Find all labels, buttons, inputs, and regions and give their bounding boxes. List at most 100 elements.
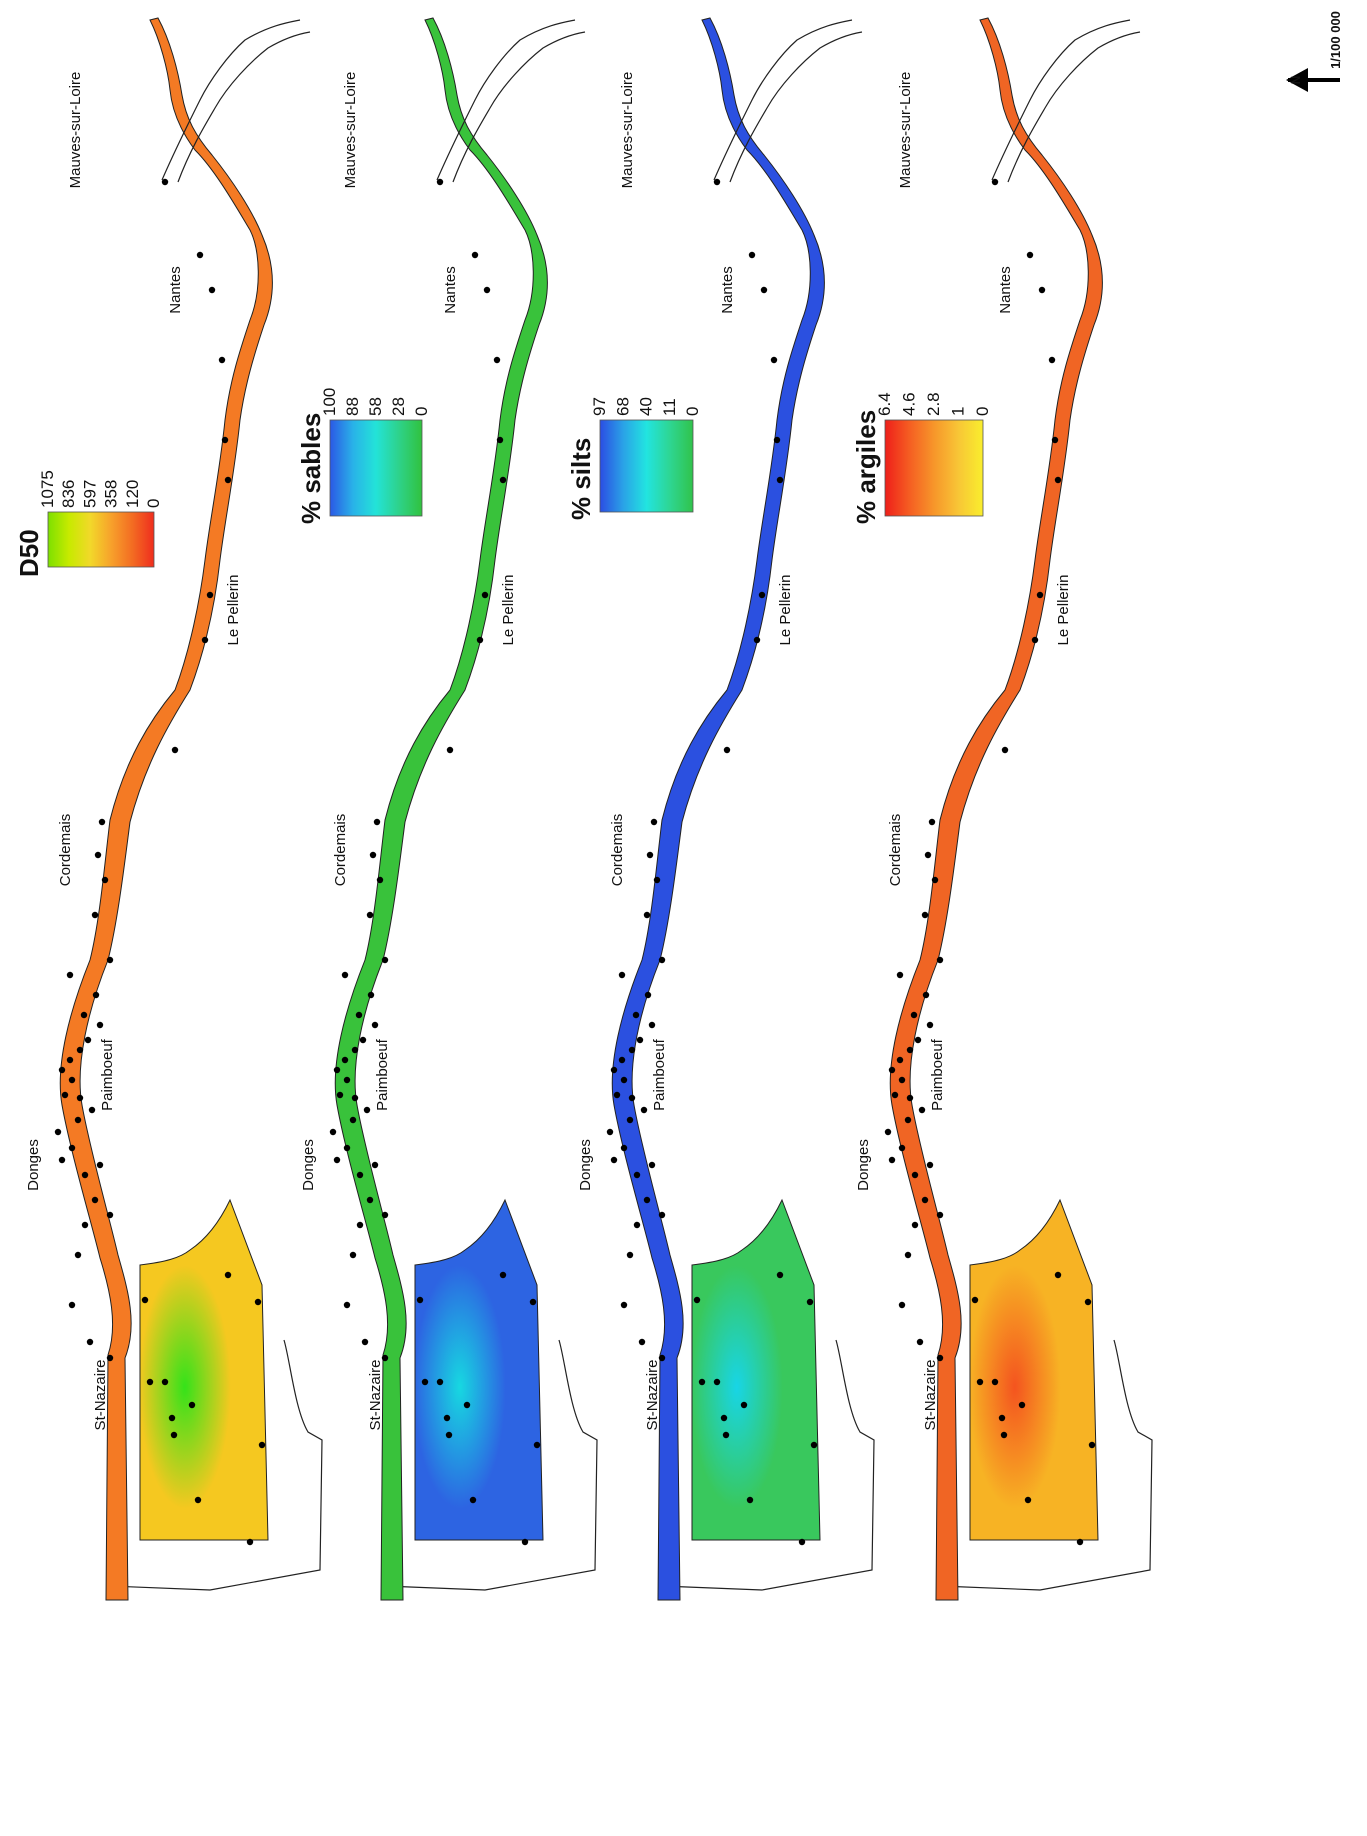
sample-point xyxy=(101,876,109,884)
sample-point xyxy=(1038,286,1046,294)
sample-point xyxy=(376,876,384,884)
sample-point xyxy=(194,1496,202,1504)
sample-point xyxy=(643,911,651,919)
sample-point xyxy=(888,1066,896,1074)
sample-point xyxy=(924,851,932,859)
legend-tick: 100 xyxy=(320,388,339,416)
sample-point xyxy=(369,851,377,859)
sample-point xyxy=(648,1161,656,1169)
coastline xyxy=(109,1339,323,1591)
sample-point xyxy=(91,911,99,919)
sample-point xyxy=(349,1116,357,1124)
sample-point xyxy=(373,818,381,826)
sample-point xyxy=(68,1301,76,1309)
legend-color-bar xyxy=(47,511,155,568)
sample-point xyxy=(329,1128,337,1136)
place-label: St-Nazaire xyxy=(367,1360,384,1431)
sample-point xyxy=(626,1116,634,1124)
place-label: Cordemais xyxy=(57,814,74,887)
sample-point xyxy=(1001,746,1009,754)
sample-point xyxy=(188,1401,196,1409)
sample-point xyxy=(86,1338,94,1346)
sample-point xyxy=(753,636,761,644)
sample-point xyxy=(74,1116,82,1124)
sample-point xyxy=(638,1338,646,1346)
place-label: St-Nazaire xyxy=(92,1360,109,1431)
sample-point xyxy=(363,1106,371,1114)
legend-color-bar xyxy=(599,419,694,513)
sample-point xyxy=(76,1094,84,1102)
sample-point xyxy=(620,1076,628,1084)
sample-point xyxy=(366,911,374,919)
sample-point xyxy=(381,1211,389,1219)
sample-point xyxy=(644,991,652,999)
sample-point xyxy=(361,1338,369,1346)
place-label: Mauves-sur-Loire xyxy=(67,72,84,189)
sample-point xyxy=(381,1354,389,1362)
place-label: St-Nazaire xyxy=(644,1360,661,1431)
upstream-outline xyxy=(729,31,863,183)
place-label: Le Pellerin xyxy=(500,575,517,646)
sample-point xyxy=(58,1066,66,1074)
sample-point xyxy=(976,1378,984,1386)
sample-point xyxy=(991,178,999,186)
legend-tick: 4.6 xyxy=(900,392,919,416)
sample-point xyxy=(618,971,626,979)
sample-point xyxy=(1088,1441,1096,1449)
sample-point xyxy=(906,1094,914,1102)
sample-point xyxy=(648,1021,656,1029)
sample-point xyxy=(1051,436,1059,444)
sample-point xyxy=(224,476,232,484)
sample-point xyxy=(106,1211,114,1219)
sample-point xyxy=(713,178,721,186)
sample-point xyxy=(723,746,731,754)
sample-point xyxy=(971,1296,979,1304)
sample-point xyxy=(760,286,768,294)
legend-tick: 0 xyxy=(683,407,702,416)
sample-point xyxy=(911,1221,919,1229)
sample-point xyxy=(916,1338,924,1346)
sample-point xyxy=(936,1354,944,1362)
sample-point xyxy=(349,1251,357,1259)
legend-tick: 28 xyxy=(389,397,408,416)
sample-point xyxy=(54,1128,62,1136)
sample-point xyxy=(416,1296,424,1304)
sample-point xyxy=(698,1378,706,1386)
sample-point xyxy=(606,1128,614,1136)
sample-point xyxy=(343,1301,351,1309)
sample-point xyxy=(246,1538,254,1546)
estuary-channel xyxy=(334,17,548,1601)
place-label: Donges xyxy=(577,1139,594,1191)
bay-area xyxy=(139,1198,269,1541)
sample-point xyxy=(906,1046,914,1054)
sample-point xyxy=(914,1036,922,1044)
legend-tick: 0 xyxy=(144,499,163,508)
sample-point xyxy=(740,1401,748,1409)
sample-point xyxy=(351,1046,359,1054)
sample-point xyxy=(445,1431,453,1439)
sample-point xyxy=(1054,476,1062,484)
sample-point xyxy=(998,1414,1006,1422)
sample-point xyxy=(896,1056,904,1064)
sample-point xyxy=(646,851,654,859)
sample-point xyxy=(366,1196,374,1204)
estuary-channel xyxy=(59,17,273,1601)
sample-point xyxy=(84,1036,92,1044)
map-panel-argiles: St-Nazaire Donges Paimboeuf Cordemais Le Pel… xyxy=(855,17,1153,1601)
upstream-outline xyxy=(436,19,576,181)
sample-point xyxy=(359,1036,367,1044)
place-label: Le Pellerin xyxy=(777,575,794,646)
sample-point xyxy=(471,251,479,259)
sample-point xyxy=(613,1091,621,1099)
sample-point xyxy=(343,1144,351,1152)
place-label: Nantes xyxy=(997,266,1014,314)
sample-point xyxy=(898,1301,906,1309)
sample-point xyxy=(610,1066,618,1074)
sample-point xyxy=(91,1196,99,1204)
sample-point xyxy=(758,591,766,599)
bay-area xyxy=(691,1198,821,1541)
sample-point xyxy=(88,1106,96,1114)
sample-point xyxy=(436,1378,444,1386)
sample-point xyxy=(1000,1431,1008,1439)
